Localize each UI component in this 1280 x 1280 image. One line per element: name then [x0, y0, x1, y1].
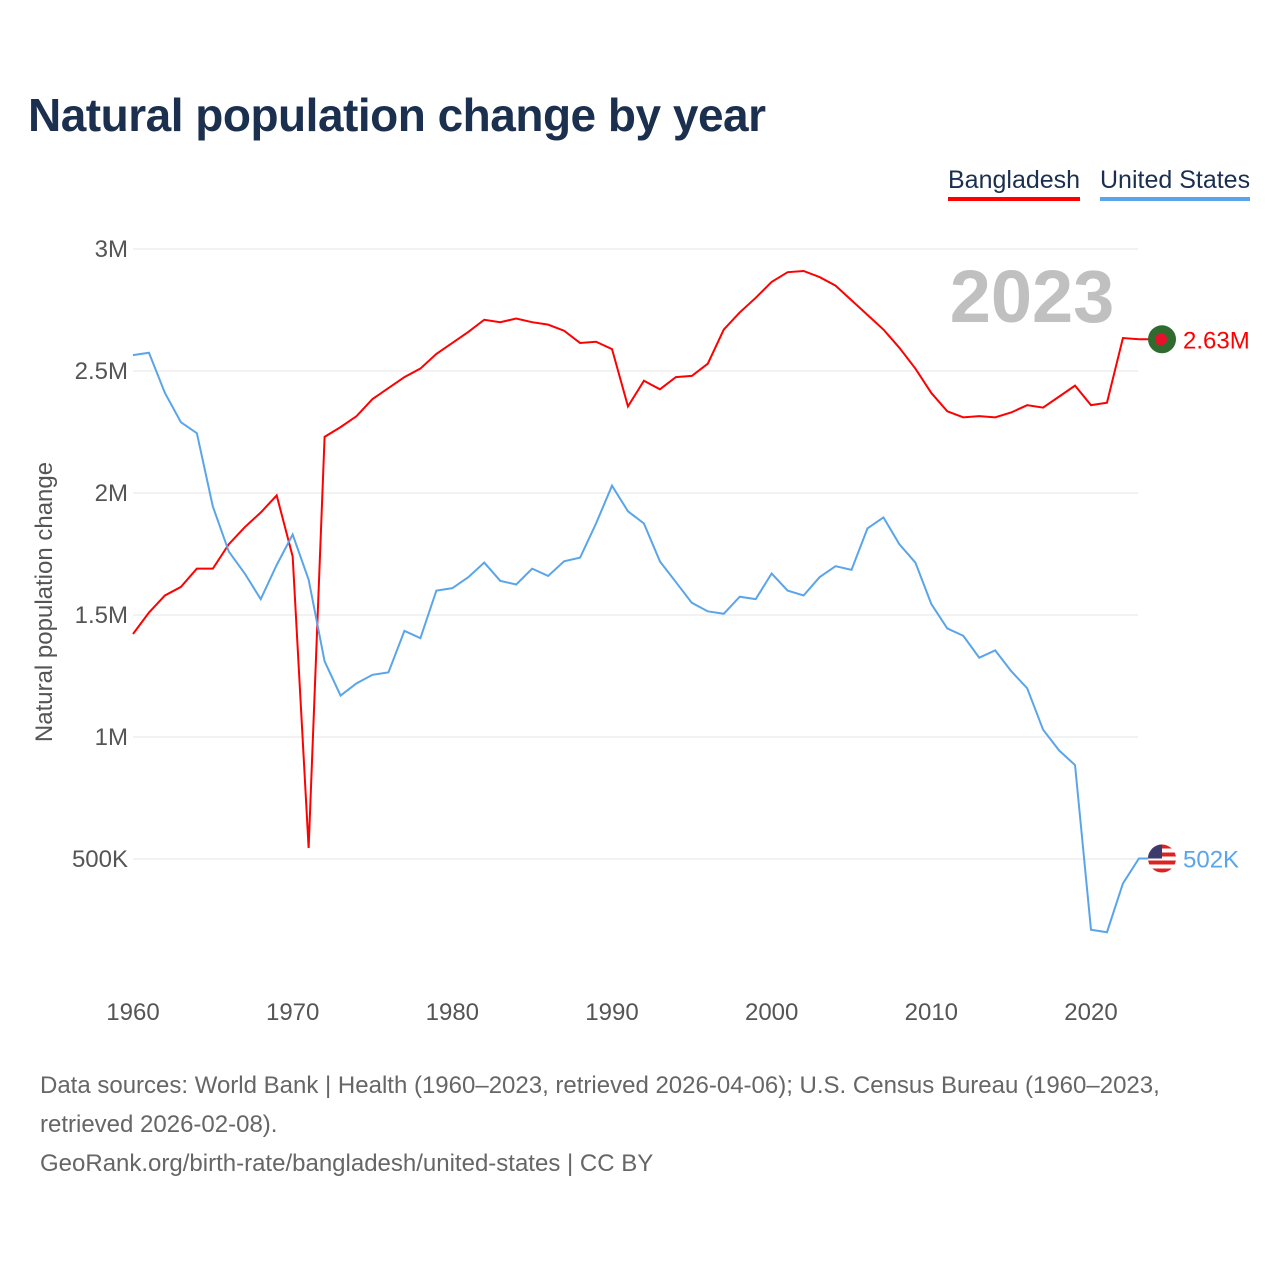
y-tick-label: 2M — [95, 480, 128, 507]
us-flag-icon — [1148, 844, 1176, 873]
x-tick-label: 1960 — [106, 999, 159, 1026]
y-tick-label: 500K — [72, 846, 128, 873]
legend-item-bangladesh[interactable]: Bangladesh — [948, 166, 1081, 201]
x-tick-label: 1980 — [426, 999, 479, 1026]
bangladesh-flag-icon — [1148, 325, 1176, 354]
y-axis-label: Natural population change — [31, 462, 58, 742]
x-tick-label: 1970 — [266, 999, 319, 1026]
series-line-bangladesh — [132, 269, 1161, 849]
y-tick-label: 1.5M — [75, 602, 128, 629]
end-value-label: 2.63M — [1183, 327, 1250, 354]
year-label: 2023 — [950, 255, 1115, 338]
y-tick-label: 1M — [95, 724, 128, 751]
legend-item-united-states[interactable]: United States — [1100, 166, 1251, 201]
chart-title: Natural population change by year — [28, 89, 766, 141]
series-line-united-states — [132, 351, 1161, 934]
data-sources: Data sources: World Bank | Health (1960–… — [40, 1072, 1160, 1138]
source-link[interactable]: GeoRank.org/birth-rate/bangladesh/united… — [40, 1150, 654, 1177]
footer: Data sources: World Bank | Health (1960–… — [40, 1066, 1250, 1183]
end-value-label: 502K — [1183, 847, 1239, 874]
y-tick-label: 3M — [95, 236, 128, 263]
x-tick-label: 2010 — [905, 999, 958, 1026]
y-tick-label: 2.5M — [75, 358, 128, 385]
x-tick-label: 2000 — [745, 999, 798, 1026]
x-tick-label: 2020 — [1064, 999, 1117, 1026]
x-tick-label: 1990 — [585, 999, 638, 1026]
